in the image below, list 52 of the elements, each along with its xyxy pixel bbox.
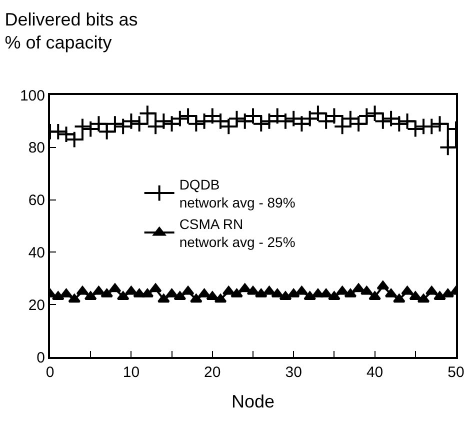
point	[376, 280, 390, 290]
point	[92, 286, 105, 295]
chart-title: Delivered bits as % of capacity	[4, 9, 138, 53]
point	[263, 286, 276, 295]
point	[434, 291, 446, 300]
point	[260, 112, 278, 130]
y-tick-label: 0	[36, 349, 45, 366]
point	[166, 288, 178, 298]
point	[171, 110, 189, 128]
point	[392, 294, 406, 303]
x-tick-label: 40	[366, 364, 384, 381]
point	[60, 288, 72, 298]
point	[130, 115, 148, 133]
point	[439, 138, 456, 156]
legend-label: DQDB network avg - 89%	[179, 176, 296, 211]
point	[236, 112, 254, 130]
point	[238, 283, 252, 292]
y-tick-label: 100	[20, 87, 45, 104]
point	[401, 286, 414, 295]
point	[296, 286, 308, 295]
y-tick-label: 60	[28, 192, 45, 210]
point	[190, 294, 202, 303]
point	[431, 115, 448, 133]
point	[301, 110, 319, 128]
point	[157, 294, 170, 303]
point	[368, 291, 381, 300]
point	[108, 283, 122, 292]
point	[214, 294, 227, 303]
x-tick-label: 20	[204, 364, 221, 381]
x-tick-label: 30	[285, 364, 302, 381]
point	[106, 115, 124, 133]
point	[122, 112, 140, 130]
y-tick-label: 20	[28, 296, 45, 314]
point	[138, 104, 156, 122]
x-axis-title: Node	[231, 392, 275, 412]
point	[328, 291, 340, 300]
x-tick-label: 10	[122, 364, 140, 381]
point	[417, 294, 430, 303]
point	[352, 283, 365, 292]
point	[228, 110, 246, 128]
y-tick-label: 40	[28, 244, 45, 262]
point	[154, 112, 172, 130]
legend-label: CSMA RN network avg - 25%	[179, 216, 296, 250]
point	[68, 294, 81, 303]
point	[230, 288, 243, 298]
point	[163, 115, 180, 133]
point	[125, 286, 138, 295]
point	[198, 288, 210, 298]
x-tick-label: 50	[448, 364, 464, 381]
point	[196, 112, 213, 130]
point	[149, 283, 162, 292]
y-tick-label: 80	[28, 140, 45, 157]
